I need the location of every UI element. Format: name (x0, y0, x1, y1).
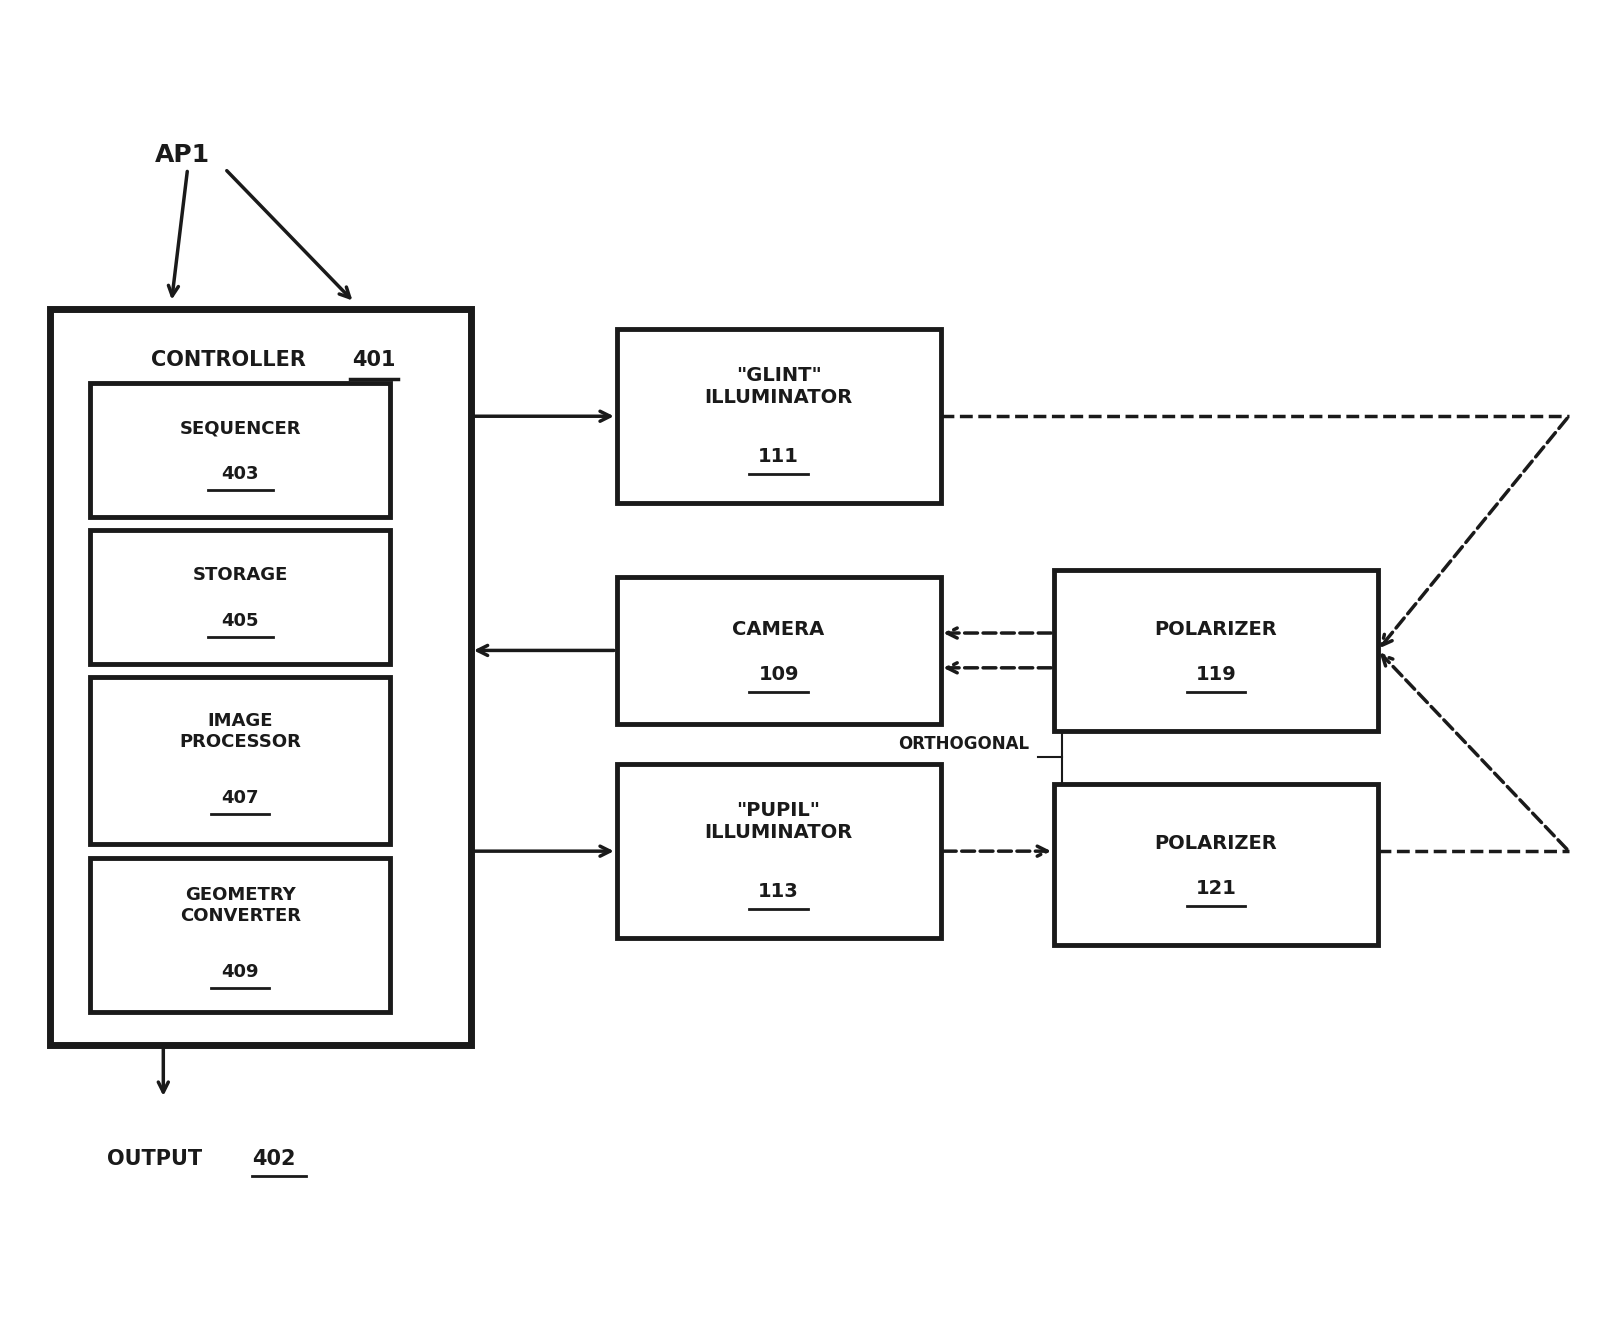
Text: "GLINT"
ILLUMINATOR: "GLINT" ILLUMINATOR (704, 366, 853, 408)
Text: "PUPIL"
ILLUMINATOR: "PUPIL" ILLUMINATOR (704, 801, 853, 842)
Text: 402: 402 (253, 1149, 295, 1169)
FancyBboxPatch shape (1054, 784, 1377, 945)
FancyBboxPatch shape (50, 310, 470, 1045)
Text: IMAGE
PROCESSOR: IMAGE PROCESSOR (180, 712, 302, 751)
Text: POLARIZER: POLARIZER (1155, 620, 1277, 638)
Text: CAMERA: CAMERA (733, 620, 824, 638)
FancyBboxPatch shape (1054, 570, 1377, 731)
FancyBboxPatch shape (616, 577, 941, 724)
Text: 409: 409 (222, 963, 260, 982)
Text: OUTPUT: OUTPUT (107, 1149, 201, 1169)
Text: 405: 405 (222, 611, 260, 630)
Text: 403: 403 (222, 465, 260, 483)
Text: SEQUENCER: SEQUENCER (180, 420, 302, 437)
Text: AP1: AP1 (156, 143, 211, 168)
Text: 121: 121 (1195, 880, 1236, 898)
FancyBboxPatch shape (91, 858, 389, 1011)
FancyBboxPatch shape (91, 677, 389, 845)
Text: CONTROLLER: CONTROLLER (151, 350, 305, 370)
Text: 401: 401 (352, 350, 396, 370)
FancyBboxPatch shape (91, 530, 389, 664)
FancyBboxPatch shape (91, 382, 389, 516)
Text: ORTHOGONAL: ORTHOGONAL (899, 735, 1030, 754)
Text: 407: 407 (222, 790, 260, 807)
Text: 119: 119 (1195, 665, 1236, 684)
Text: 113: 113 (757, 882, 800, 901)
Text: 111: 111 (757, 447, 800, 465)
FancyBboxPatch shape (616, 330, 941, 503)
Text: POLARIZER: POLARIZER (1155, 834, 1277, 853)
Text: 109: 109 (759, 665, 800, 684)
Text: STORAGE: STORAGE (193, 566, 289, 585)
Text: GEOMETRY
CONVERTER: GEOMETRY CONVERTER (180, 886, 300, 925)
FancyBboxPatch shape (616, 764, 941, 939)
